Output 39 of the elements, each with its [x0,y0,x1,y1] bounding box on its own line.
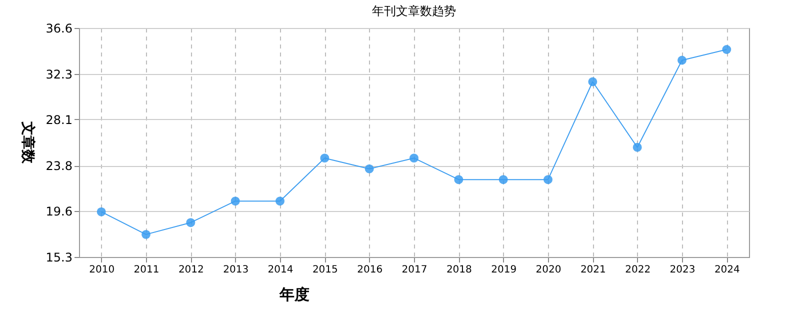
point [230,196,240,206]
x-tick-label: 2015 [312,264,338,276]
x-tick-label: 2019 [491,264,517,276]
y-tick-label: 19.6 [46,204,72,218]
point [544,175,552,184]
point [364,164,374,174]
y-tick-label: 23.8 [46,159,72,174]
point [186,218,196,228]
x-tick-label: 2021 [580,264,606,276]
x-tick-label: 2017 [402,264,428,276]
x-tick-label: 2014 [268,264,294,276]
y-axis-title: 文章数 [20,120,36,164]
point [142,230,150,239]
point [678,56,686,65]
x-axis-title: 年度 [278,286,310,304]
point [498,175,508,184]
x-tick-label: 2010 [89,264,115,276]
point [632,142,642,152]
x-tick-label: 2022 [625,264,651,276]
x-tick-label: 2011 [134,264,160,276]
y-tick-label: 15.3 [46,250,72,264]
x-tick-label: 2020 [536,264,562,276]
y-tick-label: 32.3 [46,68,72,82]
x-tick-label: 2012 [178,264,204,276]
y-tick-label: 28.1 [46,112,72,127]
point [96,207,106,216]
y-tick-label: 36.6 [46,22,72,36]
x-tick-label: 2023 [670,264,696,276]
point [320,154,330,163]
point [454,175,464,184]
chart-title: 年刊文章数趋势 [372,4,456,18]
x-tick-label: 2024 [714,264,740,276]
x-tick-label: 2016 [357,264,383,276]
x-tick-label: 2013 [223,264,249,276]
point [722,45,732,54]
point [276,196,284,206]
point [410,154,418,163]
x-tick-label: 2018 [446,264,472,276]
point [588,77,598,86]
